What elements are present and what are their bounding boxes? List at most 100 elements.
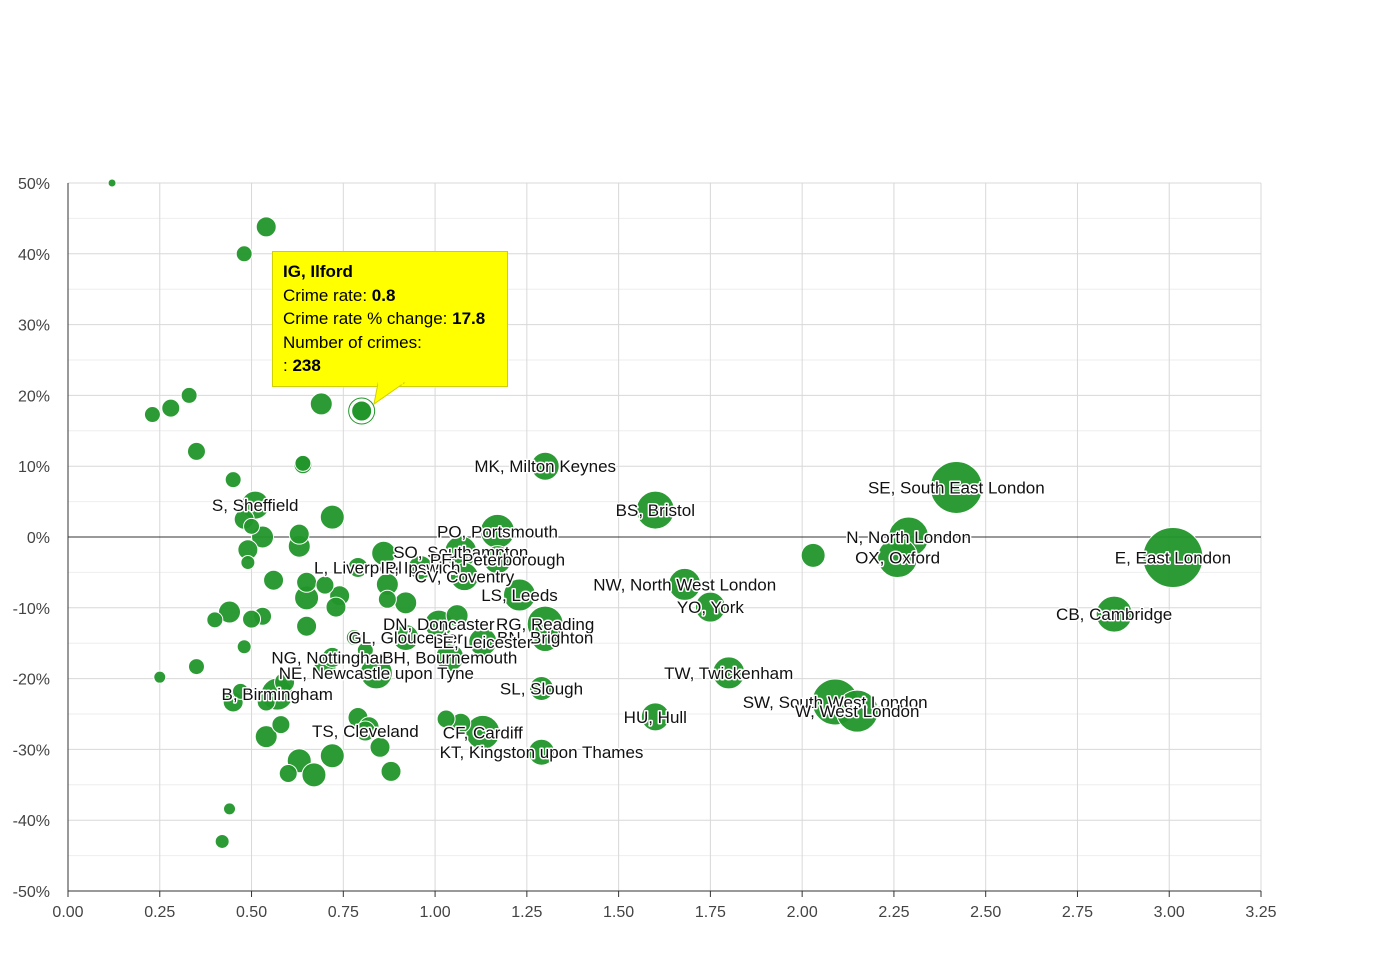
bubble-label: TW, Twickenham xyxy=(664,664,793,683)
bubble xyxy=(278,763,298,783)
tooltip-rate-value: 0.8 xyxy=(371,285,396,305)
bubble xyxy=(288,523,310,545)
bubble xyxy=(214,833,230,849)
bubble xyxy=(345,629,363,647)
bubble xyxy=(296,615,318,637)
bubble xyxy=(1095,595,1133,633)
point-labels: MK, Milton Keynes BS, Bristol SE, South Ea… xyxy=(210,456,1232,764)
bubble-label: IP, Ipswich xyxy=(380,558,460,577)
tooltip-pointer xyxy=(373,382,406,406)
bubble xyxy=(529,676,555,702)
y-tick-label: 40% xyxy=(18,247,50,264)
bubble xyxy=(232,682,250,700)
bubble xyxy=(800,542,826,568)
bubble xyxy=(294,454,312,472)
tooltip-count-prefix: : xyxy=(283,356,293,375)
bubble xyxy=(392,624,420,652)
bubble-label: CB, Cambridge xyxy=(1056,605,1172,624)
bubble xyxy=(371,540,397,566)
y-axis-ticks: 50% 40% 30% 20% 10% 0% -10% -20% -30% -40% -50% xyxy=(13,176,50,901)
bubble xyxy=(694,591,726,623)
x-tick-label: 2.25 xyxy=(878,904,909,921)
y-tick-label: -40% xyxy=(13,813,50,830)
bubble-label: B, Birmingham xyxy=(221,685,332,704)
bubble xyxy=(377,589,397,609)
x-tick-label: 2.75 xyxy=(1062,904,1093,921)
bubble xyxy=(380,760,402,782)
bubble xyxy=(274,671,296,693)
bubble xyxy=(143,406,161,424)
bubble-label: DN, Doncaster xyxy=(383,615,495,634)
tooltip-rate-row: Crime rate: 0.8 xyxy=(283,284,497,308)
bubble xyxy=(255,216,277,238)
bubble xyxy=(315,575,335,595)
bubble-label: GL, Gloucester xyxy=(349,629,464,648)
bubble xyxy=(712,656,746,690)
bubble xyxy=(206,611,224,629)
y-tick-label: -50% xyxy=(13,884,50,901)
bubble xyxy=(263,569,285,591)
bubble-label: BH, Bournemouth xyxy=(382,648,517,667)
bubble-label: SO, Southampton xyxy=(393,543,528,562)
bubble-label: LE, Leicester xyxy=(433,633,533,652)
bubble xyxy=(436,709,456,729)
bubble-label: YO, York xyxy=(677,598,745,617)
bubble xyxy=(354,720,376,742)
bubble-label: RG, Reading xyxy=(496,615,594,634)
bubble xyxy=(528,738,556,766)
bubble xyxy=(356,641,374,659)
bubble xyxy=(224,471,242,489)
bubble xyxy=(236,639,252,655)
bubble xyxy=(271,715,291,735)
bubble xyxy=(153,670,167,684)
y-tick-label: 0% xyxy=(27,530,50,547)
bubble xyxy=(186,441,206,461)
bubble-label: PE, Peterborough xyxy=(430,551,565,570)
bubble xyxy=(530,451,560,481)
bubble-label: SE, South East London xyxy=(868,478,1045,497)
bubble-label: S, Sheffield xyxy=(212,496,299,515)
bubble xyxy=(394,591,418,615)
x-tick-label: 0.75 xyxy=(328,904,359,921)
bubble xyxy=(243,517,261,535)
bubble xyxy=(877,537,919,579)
bubble-label: TS, Cleveland xyxy=(312,722,419,741)
tooltip-count-row: : 238 xyxy=(283,354,497,378)
bubble-label: SW, South West London xyxy=(743,693,928,712)
tooltip: IG, Ilford Crime rate: 0.8 Crime rate % … xyxy=(272,251,508,387)
bubble-label: BN, Brighton xyxy=(497,629,593,648)
bubble-label: W, West London xyxy=(795,702,919,721)
bubble xyxy=(347,556,369,578)
bubble xyxy=(218,600,242,624)
bubble xyxy=(640,702,670,732)
x-tick-label: 1.00 xyxy=(420,904,451,921)
y-tick-label: 10% xyxy=(18,459,50,476)
bubble-label: E, East London xyxy=(1115,549,1231,568)
x-tick-label: 2.00 xyxy=(787,904,818,921)
bubble-label: BS, Bristol xyxy=(616,501,695,520)
bubble-label: NW, North West London xyxy=(593,575,776,594)
y-tick-label: -10% xyxy=(13,601,50,618)
bubble xyxy=(668,567,702,601)
bubble xyxy=(929,460,983,514)
bubble xyxy=(445,604,469,628)
highlight-layer xyxy=(348,397,376,425)
bubble-label: SL, Slough xyxy=(500,680,583,699)
x-tick-label: 2.50 xyxy=(970,904,1001,921)
bubble-label: CF, Cardiff xyxy=(443,723,523,742)
bubble xyxy=(449,562,479,592)
bubble-label: OX, Oxford xyxy=(855,549,940,568)
bubble xyxy=(1142,527,1204,589)
highlight-bubble xyxy=(351,400,373,422)
bubble xyxy=(435,642,465,672)
bubble xyxy=(319,743,345,769)
bubble xyxy=(835,689,879,733)
bubble xyxy=(468,627,498,657)
tooltip-change-label: Crime rate % change: xyxy=(283,309,453,328)
bubble xyxy=(161,398,181,418)
x-tick-label: 1.25 xyxy=(511,904,542,921)
bubble-label: MK, Milton Keynes xyxy=(474,457,616,476)
tooltip-change-row: Crime rate % change: 17.8 xyxy=(283,307,497,331)
y-tick-label: 50% xyxy=(18,176,50,193)
bubble xyxy=(235,245,253,263)
